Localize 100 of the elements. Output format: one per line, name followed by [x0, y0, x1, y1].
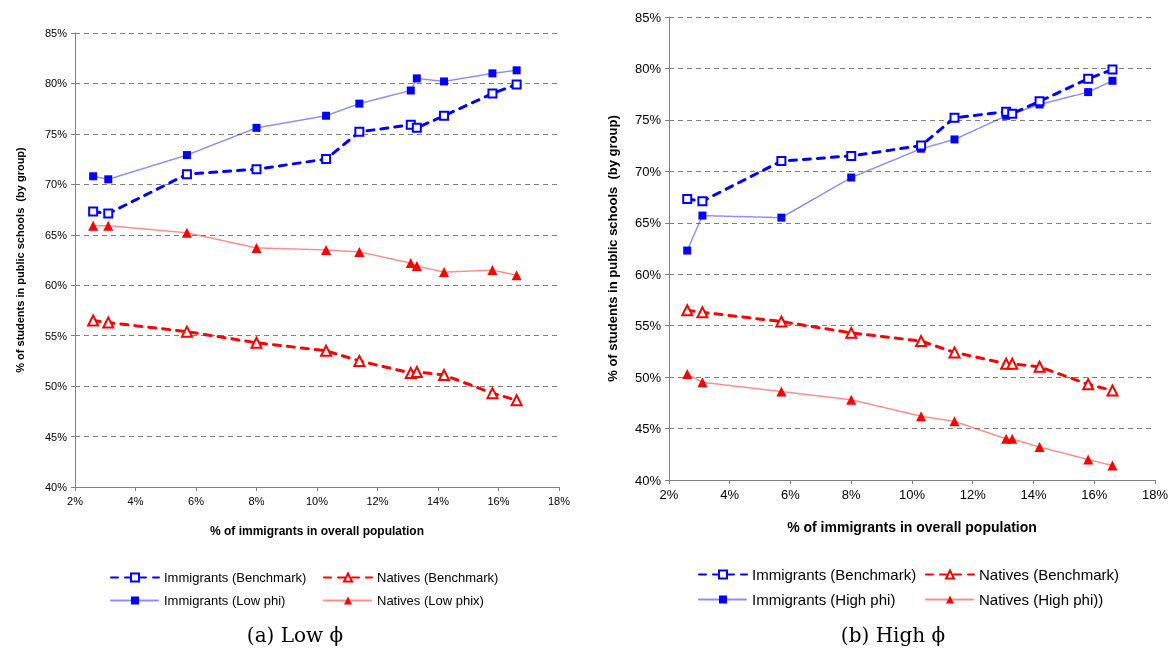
- y-tick-label: 55%: [634, 318, 662, 334]
- point: [1034, 442, 1045, 453]
- y-tick-label: 45%: [634, 421, 662, 437]
- y-tick-label: 80%: [634, 60, 662, 76]
- point: [405, 258, 416, 269]
- point: [320, 344, 333, 357]
- x-tick-label: 12%: [366, 494, 389, 507]
- y-tick-label: 75%: [634, 112, 662, 128]
- point: [487, 88, 498, 99]
- point: [88, 206, 99, 217]
- point: [681, 304, 694, 317]
- point: [697, 196, 708, 207]
- point: [512, 66, 521, 75]
- point: [1106, 384, 1119, 397]
- point: [1034, 96, 1045, 107]
- legend-label: Natives (Low phix): [377, 593, 484, 608]
- point: [682, 369, 693, 380]
- x-tick-label: 10%: [898, 487, 926, 502]
- x-tick-label: 18%: [547, 494, 571, 507]
- y-tick-label: 85%: [44, 27, 68, 39]
- x-tick-label: 8%: [841, 487, 862, 502]
- point: [510, 394, 523, 407]
- point: [777, 213, 786, 222]
- point: [950, 135, 959, 144]
- legend-label: Immigrants (Benchmark): [164, 570, 307, 585]
- point: [916, 140, 927, 151]
- point: [486, 387, 499, 400]
- legend-label: Natives (Benchmark): [979, 566, 1120, 583]
- point: [252, 123, 261, 132]
- point: [182, 151, 191, 160]
- point: [916, 411, 927, 422]
- point: [354, 246, 365, 257]
- point: [181, 227, 192, 238]
- y-tick-label: 50%: [44, 380, 68, 393]
- point: [102, 316, 115, 329]
- point: [1108, 76, 1117, 85]
- legend-label: Immigrants (High phi): [752, 591, 896, 608]
- legend-label: Natives (Benchmark): [377, 570, 499, 585]
- x-tick-label: 14%: [426, 494, 450, 507]
- point: [948, 346, 961, 359]
- point: [181, 169, 192, 180]
- y-tick-label: 60%: [634, 266, 662, 282]
- y-tick-label: 80%: [44, 77, 68, 90]
- x-tick-label: 2%: [659, 487, 679, 502]
- point: [487, 265, 498, 276]
- y-axis-title: % of students in public schools (by group): [605, 115, 620, 382]
- x-tick-label: 16%: [487, 494, 510, 507]
- y-tick-label: 55%: [44, 329, 68, 342]
- point: [87, 314, 100, 327]
- point: [1033, 360, 1046, 373]
- point: [412, 74, 421, 83]
- point: [440, 77, 449, 86]
- legend-label: Natives (High phi)): [979, 591, 1104, 608]
- y-tick-label: 40%: [44, 481, 68, 493]
- point: [103, 208, 114, 219]
- x-tick-label: 12%: [959, 487, 987, 502]
- legend-label: Immigrants (Benchmark): [752, 566, 917, 583]
- point: [949, 416, 960, 427]
- legend-label: Immigrants (Low phi): [164, 593, 286, 608]
- x-tick-label: 2%: [67, 494, 84, 507]
- x-axis-title: % of immigrants in overall population: [787, 519, 1037, 535]
- text: (a) Low ϕ: [246, 623, 344, 647]
- point: [411, 261, 422, 272]
- point: [846, 394, 857, 405]
- point: [488, 69, 497, 78]
- point: [353, 354, 366, 367]
- point: [1083, 73, 1094, 84]
- point: [250, 336, 263, 349]
- x-tick-label: 6%: [188, 494, 205, 507]
- point: [322, 111, 331, 120]
- point: [406, 86, 415, 95]
- point: [88, 220, 99, 231]
- point: [1083, 454, 1094, 465]
- point: [411, 122, 422, 133]
- point: [321, 154, 332, 165]
- y-tick-label: 40%: [634, 472, 662, 488]
- y-tick-label: 65%: [634, 215, 662, 231]
- point: [410, 365, 423, 378]
- y-tick-label: 45%: [44, 430, 68, 443]
- point: [846, 150, 857, 161]
- point: [949, 112, 960, 123]
- point: [847, 173, 856, 182]
- point: [697, 377, 708, 388]
- point: [321, 244, 332, 255]
- point: [698, 211, 707, 220]
- x-tick-label: 14%: [1020, 487, 1047, 502]
- point: [439, 267, 450, 278]
- point: [1006, 357, 1019, 370]
- y-tick-label: 50%: [634, 369, 662, 385]
- point: [251, 242, 262, 253]
- y-tick-label: 70%: [44, 178, 68, 191]
- point: [775, 315, 788, 328]
- point: [104, 175, 113, 184]
- point: [776, 156, 787, 167]
- point: [439, 110, 450, 121]
- x-tick-label: 8%: [248, 494, 265, 507]
- point: [1107, 460, 1118, 471]
- point: [354, 126, 365, 137]
- point: [845, 326, 858, 339]
- x-tick-label: 18%: [1141, 487, 1169, 502]
